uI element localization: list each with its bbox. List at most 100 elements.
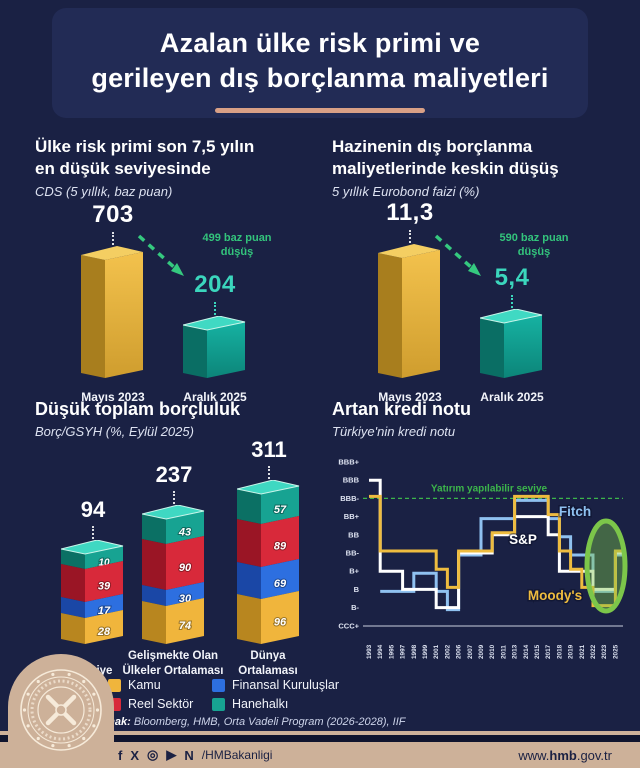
segment-value: 69 xyxy=(274,578,287,590)
bar-total-value: 311 xyxy=(251,437,287,462)
bar-face-right xyxy=(261,516,299,567)
bar-face-right xyxy=(85,610,123,644)
bar-face-left xyxy=(61,549,85,569)
page-title-line1: Azalan ülke risk primi ve xyxy=(159,28,481,58)
bar-face-top xyxy=(142,505,205,520)
decline-arrow-icon xyxy=(434,234,481,276)
bar-3d xyxy=(81,246,143,378)
bar-face-top xyxy=(183,316,246,331)
bar-face-right xyxy=(207,322,245,378)
x-axis-year-label: 2023 xyxy=(601,644,608,659)
bar-value: 5,4 xyxy=(494,264,530,291)
nsosyal-icon[interactable]: N xyxy=(184,747,194,763)
change-note: 590 baz puan düşüş xyxy=(484,232,584,260)
x-icon[interactable]: X xyxy=(130,747,140,763)
x-axis-year-label: 2018 xyxy=(556,644,563,659)
bar-face-top xyxy=(237,480,300,495)
x-axis-year-label: 2021 xyxy=(579,644,586,659)
legend-label: Finansal Kuruluşlar xyxy=(232,678,339,692)
bar-face-left xyxy=(142,601,166,644)
series-label-Fitch: Fitch xyxy=(559,504,591,519)
facebook-icon[interactable]: f xyxy=(118,747,123,763)
youtube-icon[interactable]: ▶ xyxy=(166,747,177,762)
rating-heading: Artan kredi notu xyxy=(332,399,472,419)
bar-category-label: Aralık 2025 xyxy=(480,390,544,404)
leader-line xyxy=(409,230,411,243)
seal-star xyxy=(36,679,40,684)
debt-stacked-chart: 9410391728Türkiye23743903074Gelişmekte O… xyxy=(30,437,330,678)
x-axis-year-label: 2015 xyxy=(534,644,541,659)
bar-face-right xyxy=(166,536,204,590)
bar-face-right xyxy=(261,559,299,599)
cds-bar-chart: 703 Mayıs 2023 204 Aralık 2025 499 baz puan d… xyxy=(35,201,325,404)
seal-star xyxy=(36,736,40,741)
bar-face-right xyxy=(105,252,143,378)
page-title-line2: gerileyen dış borçlanma maliyetleri xyxy=(91,62,549,93)
y-axis-label: BB+ xyxy=(344,512,360,521)
legend-label: Hanehalkı xyxy=(232,697,289,711)
bar-face-top xyxy=(378,244,440,258)
x-axis-year-label: 1999 xyxy=(422,644,429,659)
legend-swatch xyxy=(108,678,121,692)
stacked-bar-column: 94 10 39 17 28 xyxy=(61,497,125,646)
bar-category-label: Gelişmekte Olan Ülkeler Ortalaması xyxy=(122,650,224,677)
bar-total-value: 237 xyxy=(155,462,193,487)
investment-grade-label: Yatırım yapılabilir seviye xyxy=(431,483,548,494)
bar-value: 204 xyxy=(194,271,236,298)
leader-line xyxy=(214,302,216,315)
x-axis-year-label: 1997 xyxy=(400,644,407,659)
x-axis-year-label: 2007 xyxy=(467,644,474,659)
x-axis-year-label: 1995 xyxy=(388,644,395,659)
eurobond-subtitle: 5 yıllık Eurobond faizi (%) xyxy=(332,184,480,199)
bar-total-value: 94 xyxy=(80,497,106,522)
change-note: 499 baz puan düşüş xyxy=(187,232,287,260)
x-axis-year-label: 1993 xyxy=(366,644,373,659)
page-title: Azalan ülke risk primi ve gerileyen dış … xyxy=(52,26,588,95)
seal-star xyxy=(26,692,30,696)
legend-item: Finansal Kuruluşlar xyxy=(212,678,402,692)
bar-face-top xyxy=(480,309,543,324)
social-handle[interactable]: /HMBakanligi xyxy=(201,748,273,762)
bar-3d xyxy=(183,316,246,378)
y-axis-label: CCC+ xyxy=(338,621,359,630)
x-axis-year-label: 2002 xyxy=(444,644,451,659)
source-note: Kaynak: Bloomberg, HMB, Orta Vadeli Prog… xyxy=(88,716,406,728)
bar-face-left xyxy=(378,253,402,378)
bar-column: 11,3 xyxy=(378,199,442,380)
legend-label: Kamu xyxy=(128,678,161,692)
bar-column: 703 xyxy=(81,201,145,380)
x-axis-year-label: 2014 xyxy=(523,644,530,659)
x-axis-year-label: 2019 xyxy=(568,644,575,659)
seal-star xyxy=(51,672,55,677)
legend-item: Hanehalkı xyxy=(212,697,402,711)
seal-star xyxy=(82,679,86,684)
seal-star xyxy=(82,736,86,741)
rating-subtitle: Türkiye'nin kredi notu xyxy=(332,424,456,439)
bar-3d xyxy=(378,244,440,378)
bar-face-left xyxy=(480,318,504,378)
x-axis-year-label: 2017 xyxy=(545,644,552,659)
segment-value: 96 xyxy=(274,617,287,629)
website-link[interactable]: www.hmb.gov.tr xyxy=(518,748,612,763)
ministry-seal-icon xyxy=(20,669,102,751)
bar-face-left xyxy=(81,255,105,378)
bar-face-left xyxy=(237,594,261,644)
bar-face-right xyxy=(261,486,299,524)
bar-category-label: Mayıs 2023 xyxy=(378,390,442,404)
seal-star xyxy=(67,672,71,677)
bar-face-left xyxy=(61,597,85,618)
ministry-logo xyxy=(8,654,114,768)
bar-face-top xyxy=(81,246,143,260)
change-note-line1: 590 baz puan xyxy=(499,232,569,244)
y-axis-label: B- xyxy=(351,603,359,612)
instagram-icon[interactable]: ◎ xyxy=(147,747,159,762)
y-axis-label: BBB- xyxy=(340,494,359,503)
bar-face-left xyxy=(142,585,166,606)
segment-value: 43 xyxy=(178,527,191,539)
series-label-S&P: S&P xyxy=(509,532,537,547)
debt-heading: Düşük toplam borçluluk xyxy=(35,399,241,419)
stacked-bar-column: 311 57 89 69 96 xyxy=(237,437,301,646)
cds-heading: Ülke risk primi son 7,5 yılın en düşük s… xyxy=(35,137,255,178)
x-axis-year-label: 1994 xyxy=(377,644,384,659)
y-axis-label: B+ xyxy=(349,567,359,576)
